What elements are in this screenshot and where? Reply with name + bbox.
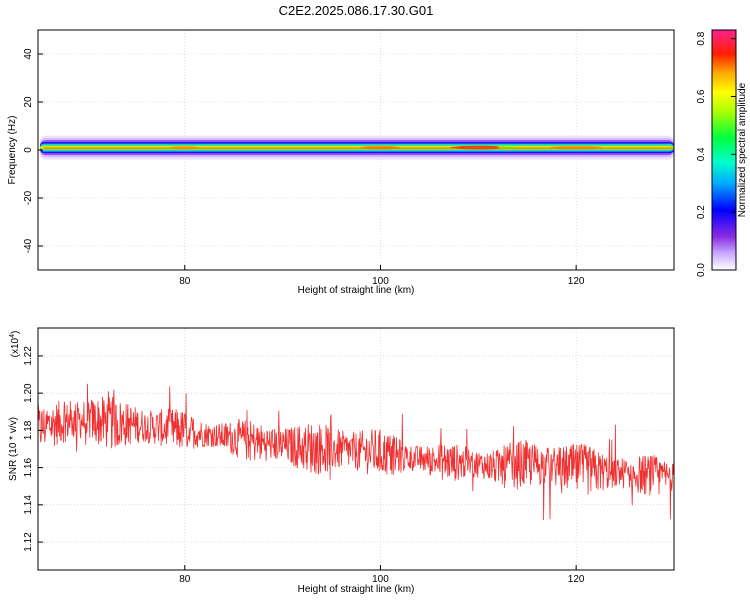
colorbar-tick-label: 0.8 [696, 31, 707, 45]
spectrogram-y-tick-label: 0 [23, 147, 34, 153]
snr-x-tick-label: 120 [568, 574, 585, 585]
snr-x-ticks: 80 100 120 [179, 565, 585, 585]
snr-x-tick-label: 80 [179, 574, 191, 585]
spectrogram-y-tick-label: -20 [23, 190, 34, 205]
colorbar-ticks: 0.8 0.6 0.4 0.2 0.0 [696, 31, 736, 277]
spectrogram-y-ticks: 40 20 0 -20 -40 [23, 48, 43, 253]
spectrogram-y-tick-label: -40 [23, 238, 34, 253]
spectrogram-x-tick-label: 100 [372, 276, 389, 287]
snr-y-tick-label: 1.18 [23, 420, 34, 440]
spectrogram-y-tick-label: 40 [23, 48, 34, 60]
snr-x-tick-label: 100 [372, 574, 389, 585]
figure-title: C2E2.2025.086.17.30.G01 [279, 3, 434, 18]
spectrogram-y-label: Frequency (Hz) [7, 116, 18, 185]
spectrogram-x-ticks: 80 100 120 [179, 265, 585, 287]
snr-y-tick-label: 1.14 [23, 495, 34, 515]
snr-scale-label: (x104) [9, 331, 21, 358]
spectral-band [40, 135, 674, 160]
snr-y-tick-label: 1.12 [23, 532, 34, 552]
snr-y-tick-label: 1.16 [23, 457, 34, 477]
snr-frame [37, 327, 675, 571]
spectrogram-panel: 40 20 0 -20 -40 80 100 120 Height of straight … [7, 29, 675, 296]
colorbar-label: Normalized spectral amplitude [737, 82, 748, 217]
snr-panel: 1.22 1.20 1.18 1.16 1.14 1.12 80 100 120 Height… [8, 327, 675, 595]
spectrogram-x-tick-label: 120 [568, 276, 585, 287]
colorbar-tick-label: 0.2 [696, 205, 707, 219]
spectrogram-y-tick-label: 20 [23, 96, 34, 108]
colorbar-tick-label: 0.4 [696, 147, 707, 161]
snr-grid [38, 328, 674, 570]
colorbar-scale [711, 29, 737, 271]
spectrogram-x-label: Height of straight line (km) [298, 285, 415, 296]
snr-y-ticks: 1.22 1.20 1.18 1.16 1.14 1.12 [23, 346, 43, 552]
snr-x-label: Height of straight line (km) [298, 584, 415, 595]
snr-y-tick-label: 1.22 [23, 346, 34, 366]
snr-y-tick-label: 1.20 [23, 383, 34, 403]
snr-series-line [38, 383, 674, 521]
colorbar-tick-label: 0.6 [696, 89, 707, 103]
colorbar: 0.8 0.6 0.4 0.2 0.0 Normalized spectral ampl… [696, 29, 748, 277]
spectrogram-x-tick-label: 80 [179, 276, 191, 287]
snr-y-label: SNR (10 * v/v) [8, 417, 19, 481]
colorbar-tick-label: 0.0 [696, 263, 707, 277]
